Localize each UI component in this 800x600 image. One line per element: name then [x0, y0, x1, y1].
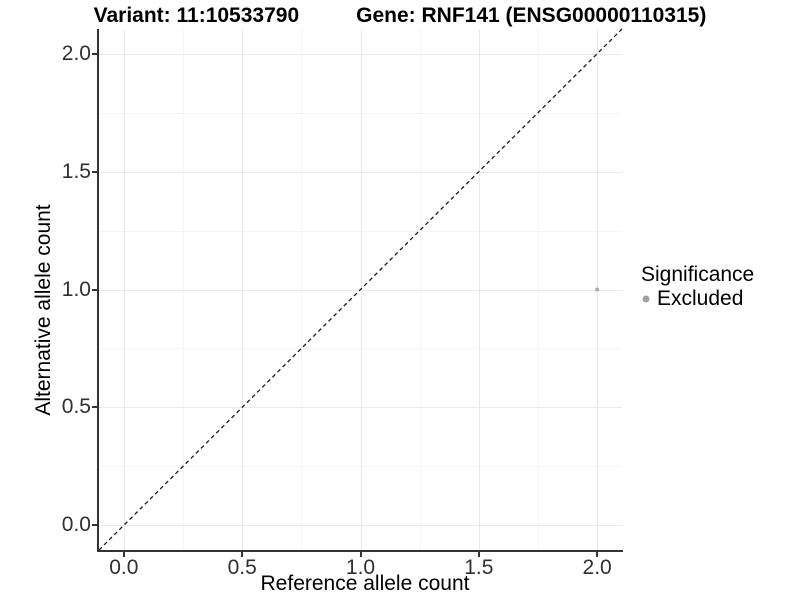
x-axis-tick-label: 1.0: [345, 556, 376, 579]
x-axis-tick: [477, 552, 480, 557]
x-axis-title: Reference allele count: [260, 572, 470, 595]
y-axis-tick: [92, 406, 97, 409]
legend-key: [633, 287, 659, 311]
legend-point-icon: [642, 295, 650, 303]
y-axis-tick-label: 2.0: [61, 41, 91, 65]
x-axis-tick-label: 0.0: [109, 556, 139, 579]
x-axis-tick: [241, 552, 244, 557]
legend-item-label: Excluded: [657, 287, 744, 310]
y-axis-tick: [92, 288, 97, 291]
y-axis-tick: [92, 52, 97, 55]
legend: Significance Excluded: [641, 263, 754, 311]
major-gridline-horizontal: [99, 171, 622, 173]
x-axis-tick: [596, 552, 599, 557]
major-gridline-horizontal: [99, 53, 622, 55]
diagonal-reference-line: [98, 28, 623, 551]
y-axis-line: [97, 29, 99, 552]
legend-item-excluded: Excluded: [641, 287, 754, 311]
data-point: [595, 287, 600, 292]
plot-panel: [98, 28, 623, 551]
plot-title-gene: Gene: RNF141 (ENSG00000110315): [356, 4, 707, 27]
y-axis-tick-label: 0.0: [61, 513, 91, 537]
y-axis-tick: [92, 170, 97, 173]
x-axis-tick-label: 0.5: [227, 556, 257, 579]
major-gridline-horizontal: [99, 525, 622, 527]
plot-title-variant: Variant: 11:10533790: [93, 4, 300, 27]
y-axis-tick-label: 1.0: [61, 277, 91, 301]
x-axis-line: [97, 550, 623, 552]
x-axis-tick-label: 1.5: [464, 556, 494, 579]
y-axis-tick-label: 1.5: [61, 159, 91, 183]
legend-title: Significance: [641, 263, 755, 286]
x-axis-tick: [122, 552, 125, 557]
y-axis-tick-label: 0.5: [61, 395, 91, 419]
major-gridline-horizontal: [99, 407, 622, 409]
x-axis-tick: [359, 552, 362, 557]
x-axis-tick-label: 2.0: [582, 556, 612, 579]
plot-overlay: [98, 28, 623, 551]
y-axis-title: Alternative allele count: [32, 204, 55, 416]
y-axis-tick: [92, 524, 97, 527]
plot-title-row: Variant: 11:10533790 Gene: RNF141 (ENSG0…: [0, 4, 800, 27]
